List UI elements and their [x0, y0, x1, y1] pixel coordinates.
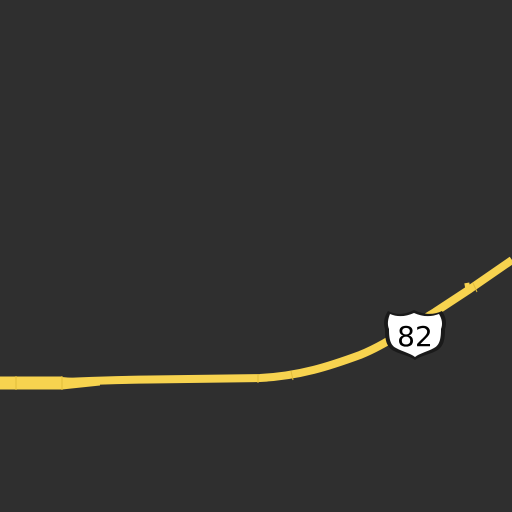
- shield-route-number: 82: [397, 320, 433, 353]
- road-marker: [464, 282, 471, 293]
- us-highway-shield-icon[interactable]: 82: [384, 310, 446, 360]
- road-segment-seam: [290, 370, 294, 381]
- shield-body: [387, 313, 443, 357]
- road-segment-seam: [472, 282, 478, 293]
- highway-road-taper: [62, 377, 100, 390]
